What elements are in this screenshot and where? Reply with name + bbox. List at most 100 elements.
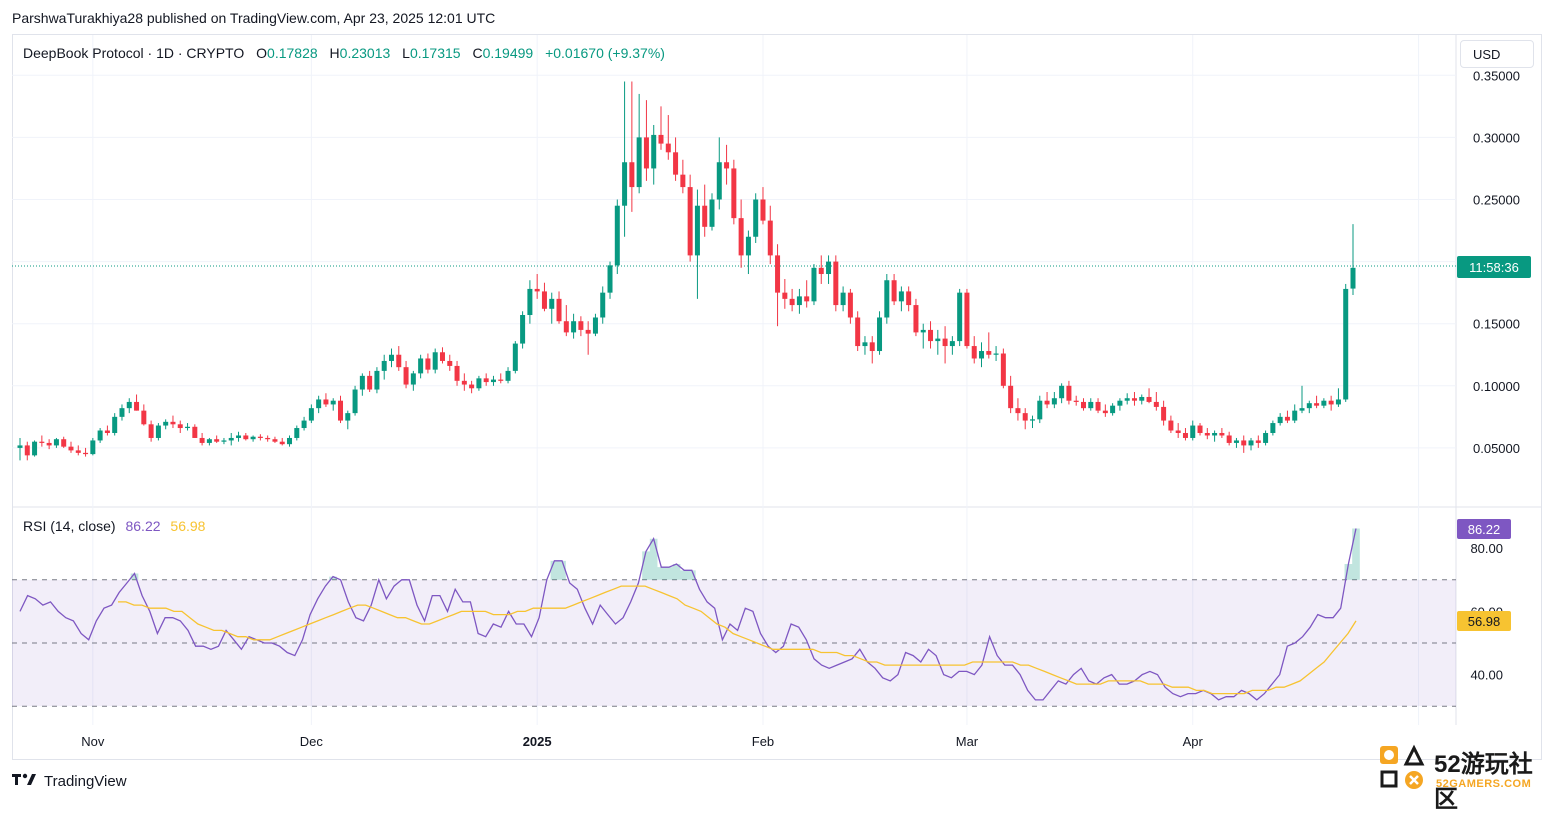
candle-body bbox=[1255, 440, 1261, 443]
price-tick-label: 0.05000 bbox=[1473, 441, 1520, 456]
candle-body bbox=[112, 416, 118, 433]
candle-body bbox=[826, 261, 832, 275]
candle-body bbox=[345, 413, 351, 421]
price-tick-label: 0.35000 bbox=[1473, 68, 1520, 83]
candle-body bbox=[272, 439, 278, 442]
candle-body bbox=[622, 162, 628, 206]
candle-body bbox=[1335, 399, 1341, 405]
candle-body bbox=[891, 280, 897, 302]
candle-body bbox=[199, 437, 205, 443]
candle-body bbox=[24, 445, 30, 456]
candle-body bbox=[177, 424, 183, 429]
candle-body bbox=[585, 329, 591, 334]
currency-button[interactable]: USD bbox=[1460, 40, 1534, 68]
candle-body bbox=[1226, 435, 1232, 443]
rsi-tick-label: 80.00 bbox=[1470, 541, 1503, 556]
candle-body bbox=[68, 446, 74, 451]
candle-body bbox=[665, 143, 671, 153]
high-value: 0.23013 bbox=[339, 45, 391, 61]
candle-body bbox=[673, 152, 679, 175]
candle-body bbox=[709, 199, 715, 227]
candle-body bbox=[432, 352, 438, 370]
change-value: +0.01670 (+9.37%) bbox=[545, 45, 665, 61]
candle-body bbox=[1029, 419, 1035, 421]
candle-body bbox=[418, 358, 424, 374]
candle-body bbox=[971, 346, 977, 359]
candle-body bbox=[1066, 385, 1072, 401]
candle-body bbox=[265, 437, 271, 440]
candle-body bbox=[1102, 410, 1108, 414]
candle-body bbox=[410, 373, 416, 385]
candle-body bbox=[90, 440, 96, 455]
rsi-value-badge-label: 86.22 bbox=[1468, 522, 1501, 537]
low-label: L bbox=[402, 45, 410, 61]
candle-body bbox=[338, 400, 344, 421]
candle-body bbox=[287, 437, 293, 445]
candle-body bbox=[39, 441, 45, 443]
candle-body bbox=[1182, 432, 1188, 438]
candle-body bbox=[1051, 398, 1057, 405]
candle-body bbox=[163, 421, 169, 426]
tv-logo-icon bbox=[12, 772, 38, 791]
candle-body bbox=[636, 137, 642, 188]
candle-body bbox=[527, 288, 533, 316]
candle-body bbox=[556, 298, 562, 322]
candle-body bbox=[534, 288, 540, 292]
candle-body bbox=[1314, 403, 1320, 406]
candle-body bbox=[1241, 440, 1247, 446]
candle-body bbox=[964, 292, 970, 347]
candle-body bbox=[257, 436, 263, 438]
candle-body bbox=[549, 298, 555, 309]
candle-body bbox=[476, 378, 482, 389]
watermark: 52游玩社区 52GAMERS.COM bbox=[1376, 738, 1546, 813]
candle-body bbox=[898, 291, 904, 302]
candle-body bbox=[592, 317, 598, 334]
candle-body bbox=[1146, 396, 1152, 402]
candle-body bbox=[46, 442, 52, 446]
candle-body bbox=[1212, 432, 1218, 436]
candle-body bbox=[1139, 396, 1145, 401]
rsi-label[interactable]: RSI (14, close) bbox=[23, 518, 116, 534]
price-legend: DeepBook Protocol · 1D · CRYPTO O0.17828… bbox=[23, 45, 665, 61]
candle-body bbox=[600, 292, 606, 318]
candle-body bbox=[1000, 353, 1006, 386]
candle-body bbox=[906, 291, 912, 306]
candle-body bbox=[1117, 400, 1123, 406]
candle-body bbox=[469, 384, 475, 389]
candle-body bbox=[1248, 440, 1254, 446]
candle-body bbox=[920, 329, 926, 333]
candle-body bbox=[877, 317, 883, 352]
rsi-ma-badge-label: 56.98 bbox=[1468, 614, 1501, 629]
candle-body bbox=[454, 365, 460, 381]
candle-body bbox=[680, 174, 686, 188]
candle-body bbox=[367, 375, 373, 390]
brand-label: TradingView bbox=[44, 773, 127, 790]
candle-body bbox=[490, 379, 496, 383]
high-label: H bbox=[329, 45, 340, 61]
candle-body bbox=[53, 439, 59, 446]
candle-body bbox=[884, 280, 890, 318]
candle-body bbox=[1022, 413, 1028, 421]
symbol-label[interactable]: DeepBook Protocol · 1D · CRYPTO bbox=[23, 45, 245, 61]
candle-body bbox=[913, 305, 919, 333]
candle-body bbox=[32, 441, 38, 456]
candle-body bbox=[1037, 400, 1043, 420]
candle-body bbox=[1321, 400, 1327, 406]
watermark-url: 52GAMERS.COM bbox=[1436, 778, 1532, 790]
candle-body bbox=[1059, 385, 1065, 399]
candle-body bbox=[1073, 400, 1079, 402]
candle-body bbox=[512, 343, 518, 371]
price-tick-label: 0.15000 bbox=[1473, 317, 1520, 332]
watermark-logo-icon bbox=[1380, 744, 1425, 789]
candle-body bbox=[192, 426, 198, 438]
candle-body bbox=[986, 351, 992, 355]
candle-body bbox=[1350, 267, 1356, 289]
rsi-legend: RSI (14, close) 86.22 56.98 bbox=[23, 518, 205, 534]
x-tick-label: Feb bbox=[752, 734, 774, 749]
candle-body bbox=[563, 321, 569, 333]
candle-body bbox=[1168, 420, 1174, 431]
candle-body bbox=[847, 292, 853, 318]
tradingview-logo[interactable]: TradingView bbox=[12, 772, 127, 791]
candle-body bbox=[425, 358, 431, 370]
